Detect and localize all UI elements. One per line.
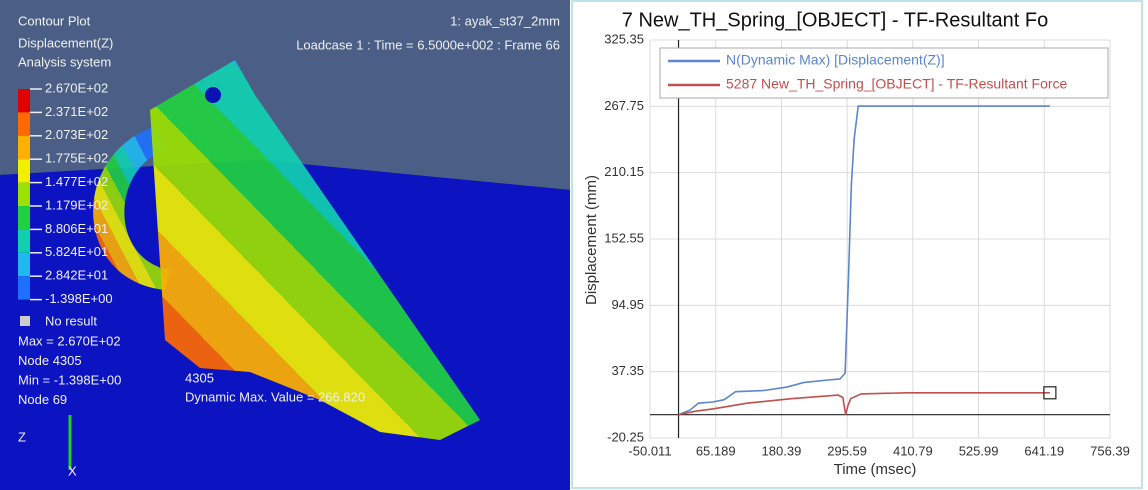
legend-swatch xyxy=(18,182,30,206)
axis-z: Z xyxy=(18,429,26,444)
loadcase: Loadcase 1 : Time = 6.5000e+002 : Frame … xyxy=(296,37,560,52)
x-tick-label: 65.189 xyxy=(696,443,736,458)
series-line xyxy=(678,391,1050,416)
hole xyxy=(205,87,221,103)
legend-label: 2.842E+01 xyxy=(45,268,108,283)
legend-swatch xyxy=(18,112,30,136)
series-line xyxy=(678,105,1050,416)
axis-x: X xyxy=(68,463,77,478)
legend-box xyxy=(659,47,1109,99)
end-marker xyxy=(1043,386,1057,400)
legend-label: 2.670E+02 xyxy=(45,80,108,95)
legend-label: 5.824E+01 xyxy=(45,244,108,259)
legend-swatch xyxy=(18,206,30,230)
stat: Max = 2.670E+02 xyxy=(18,333,121,348)
legend-swatch xyxy=(18,276,30,300)
x-tick-label: 756.39 xyxy=(1090,443,1130,458)
part-shape xyxy=(150,60,480,440)
x-tick-label: 641.19 xyxy=(1024,443,1064,458)
legend-swatch xyxy=(18,252,30,277)
legend-label: -1.398E+00 xyxy=(45,291,113,306)
x-tick-label: -50.011 xyxy=(628,443,671,458)
y-tick-label: -20.25 xyxy=(607,429,644,444)
no-result: No result xyxy=(45,313,97,328)
legend-label: 2.073E+02 xyxy=(45,127,108,142)
legend-label: 8.806E+01 xyxy=(45,221,108,236)
model-name: 1: ayak_st37_2mm xyxy=(450,13,560,28)
contour-title: Contour Plot xyxy=(18,13,91,28)
legend-label: 1.775E+02 xyxy=(45,151,108,166)
legend-swatch xyxy=(18,159,30,183)
dynamic-max: Dynamic Max. Value = 266.820 xyxy=(185,389,365,404)
legend-label: 1.179E+02 xyxy=(45,197,108,212)
x-tick-label: 180.39 xyxy=(762,443,802,458)
x-tick-label: 525.99 xyxy=(959,443,999,458)
stat: Node 4305 xyxy=(18,353,82,368)
chart-title: 7 New_TH_Spring_[OBJECT] - TF-Resultant … xyxy=(622,9,1048,31)
legend-label: 2.371E+02 xyxy=(45,104,108,119)
node-label: 4305 xyxy=(185,370,214,385)
contour-title: Analysis system xyxy=(18,54,111,69)
legend-swatch xyxy=(18,229,30,253)
no-result-swatch xyxy=(20,316,30,326)
stat: Node 69 xyxy=(18,392,67,407)
y-axis-label: Displacement (mm) xyxy=(583,175,600,305)
left-panel xyxy=(0,0,570,490)
x-tick-label: 295.59 xyxy=(827,443,867,458)
chart: -20.25 37.35 94.95 152.55 210.15 267.75 325.35… xyxy=(604,31,1130,458)
y-tick-label: 37.35 xyxy=(611,363,644,378)
stat: Min = -1.398E+00 xyxy=(18,372,121,387)
legend-label: N(Dynamic Max) [Displacement(Z)] xyxy=(726,52,945,68)
legend-swatch xyxy=(18,135,30,160)
contour-title: Displacement(Z) xyxy=(18,35,113,50)
y-tick-label: 152.55 xyxy=(604,230,644,245)
x-tick-label: 410.79 xyxy=(893,443,933,458)
legend-label: 5287 New_TH_Spring_[OBJECT] - TF-Resulta… xyxy=(726,76,1068,92)
y-tick-label: 267.75 xyxy=(604,98,644,113)
y-tick-label: 325.35 xyxy=(604,31,644,46)
bracket-arc xyxy=(93,125,170,290)
legend-label: 1.477E+02 xyxy=(45,174,108,189)
y-tick-label: 94.95 xyxy=(611,297,644,312)
legend-swatch xyxy=(18,89,30,113)
left-labels: Contour Plot Displacement(Z) Analysis syst… xyxy=(18,13,560,478)
y-tick-label: 210.15 xyxy=(604,164,644,179)
x-axis-label: Time (msec) xyxy=(834,461,917,478)
